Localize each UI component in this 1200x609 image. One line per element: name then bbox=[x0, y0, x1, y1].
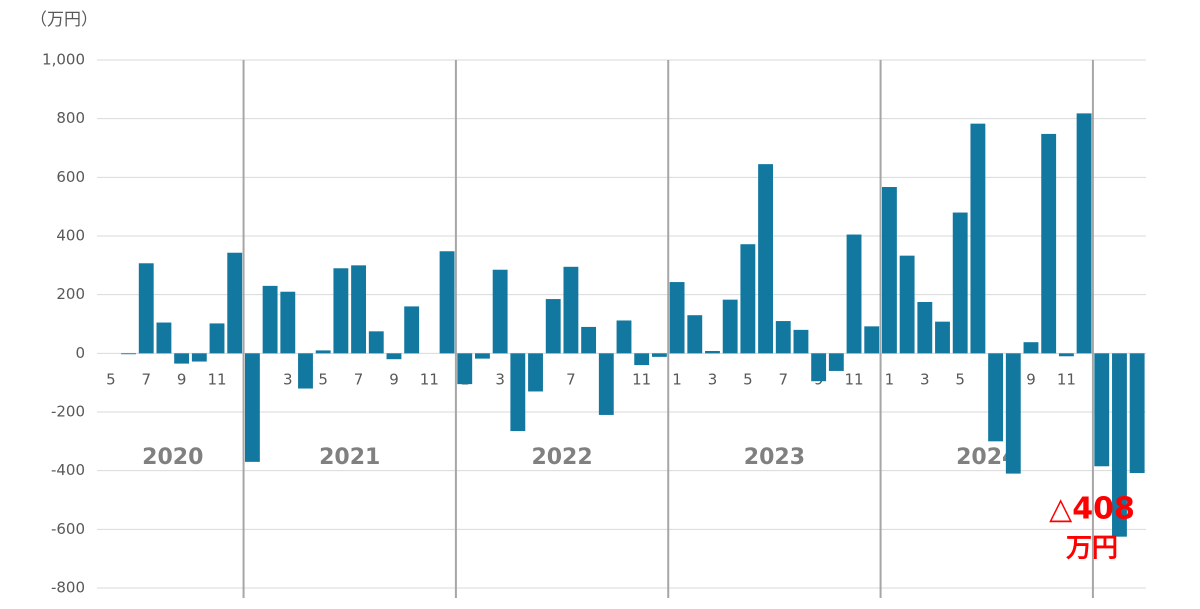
y-tick-label: 400 bbox=[56, 227, 85, 245]
bar bbox=[315, 350, 331, 354]
x-tick-label: 9 bbox=[1026, 371, 1036, 389]
bar bbox=[333, 268, 349, 354]
bar bbox=[563, 266, 579, 354]
bar bbox=[917, 302, 933, 354]
year-label: 2022 bbox=[531, 445, 592, 470]
y-tick-label: -600 bbox=[51, 520, 85, 538]
bar bbox=[634, 353, 650, 366]
bar bbox=[1058, 353, 1074, 357]
bar bbox=[368, 331, 384, 354]
annotation: △408 bbox=[1049, 492, 1135, 527]
bar bbox=[740, 244, 756, 354]
bar bbox=[404, 306, 420, 354]
bar bbox=[988, 353, 1004, 442]
bar bbox=[386, 353, 402, 360]
bar bbox=[793, 329, 809, 354]
bar bbox=[811, 353, 827, 382]
bar bbox=[651, 353, 667, 357]
x-tick-label: 1 bbox=[885, 371, 895, 389]
bar bbox=[510, 353, 526, 432]
y-tick-label: 200 bbox=[56, 285, 85, 303]
bar bbox=[1112, 353, 1127, 537]
x-tick-label: 7 bbox=[141, 371, 151, 389]
bar bbox=[722, 299, 738, 354]
bar bbox=[528, 353, 543, 392]
x-tick-label: 5 bbox=[106, 371, 116, 389]
bar bbox=[280, 291, 296, 354]
bar bbox=[846, 234, 862, 354]
bar bbox=[687, 315, 703, 354]
y-tick-label: 600 bbox=[56, 168, 85, 186]
bar bbox=[191, 353, 207, 362]
bar bbox=[174, 353, 190, 364]
bar bbox=[209, 323, 225, 354]
y-tick-label: -400 bbox=[51, 461, 85, 479]
x-tick-label: 9 bbox=[177, 371, 187, 389]
unit-label: （万円） bbox=[30, 10, 98, 30]
year-label: 2020 bbox=[142, 445, 203, 470]
bar bbox=[864, 326, 880, 354]
bar bbox=[616, 320, 632, 354]
bar bbox=[669, 282, 685, 354]
x-tick-label: 5 bbox=[743, 371, 753, 389]
bar bbox=[227, 252, 243, 354]
bar bbox=[439, 251, 455, 354]
y-tick-label: -200 bbox=[51, 403, 85, 421]
year-label: 2023 bbox=[744, 445, 805, 470]
x-tick-label: 11 bbox=[420, 371, 439, 389]
bar bbox=[121, 353, 136, 355]
x-tick-label: 7 bbox=[778, 371, 788, 389]
bar bbox=[758, 164, 773, 354]
bar bbox=[775, 321, 791, 354]
bar bbox=[262, 285, 278, 354]
bar bbox=[1094, 353, 1110, 467]
x-tick-label: 5 bbox=[955, 371, 965, 389]
x-tick-label: 9 bbox=[389, 371, 399, 389]
x-tick-label: 7 bbox=[566, 371, 576, 389]
bar bbox=[351, 265, 367, 354]
annotation: 万円 bbox=[1066, 534, 1118, 564]
y-tick-label: 0 bbox=[75, 344, 85, 362]
x-tick-label: 3 bbox=[920, 371, 930, 389]
x-tick-label: 7 bbox=[354, 371, 364, 389]
bar bbox=[1041, 133, 1057, 354]
x-tick-label: 11 bbox=[844, 371, 863, 389]
bar bbox=[598, 353, 614, 415]
bar bbox=[1005, 353, 1021, 474]
x-tick-label: 3 bbox=[283, 371, 293, 389]
bar bbox=[492, 269, 508, 354]
x-tick-label: 11 bbox=[632, 371, 651, 389]
bar bbox=[457, 353, 473, 385]
x-tick-label: 5 bbox=[318, 371, 328, 389]
x-tick-label: 11 bbox=[207, 371, 226, 389]
x-tick-label: 11 bbox=[1057, 371, 1076, 389]
bar bbox=[828, 353, 844, 371]
bar bbox=[935, 321, 950, 354]
bar bbox=[881, 187, 897, 354]
x-tick-label: 3 bbox=[708, 371, 718, 389]
bar bbox=[298, 353, 313, 389]
x-tick-label: 3 bbox=[495, 371, 505, 389]
year-label: 2021 bbox=[319, 445, 380, 470]
bar bbox=[244, 353, 260, 462]
bar bbox=[899, 255, 915, 354]
y-tick-label: -800 bbox=[51, 579, 85, 597]
bar bbox=[138, 263, 154, 354]
y-tick-label: 800 bbox=[56, 109, 85, 127]
x-tick-label: 1 bbox=[672, 371, 682, 389]
bar bbox=[1129, 353, 1145, 474]
bar bbox=[1076, 113, 1092, 354]
bar bbox=[1023, 342, 1039, 354]
bar bbox=[475, 353, 490, 359]
y-tick-label: 1,000 bbox=[42, 51, 85, 69]
bar bbox=[952, 212, 968, 354]
bar bbox=[581, 326, 597, 354]
bar bbox=[156, 322, 172, 354]
bar bbox=[970, 123, 986, 354]
bar bbox=[545, 299, 561, 354]
bar bbox=[705, 350, 720, 354]
